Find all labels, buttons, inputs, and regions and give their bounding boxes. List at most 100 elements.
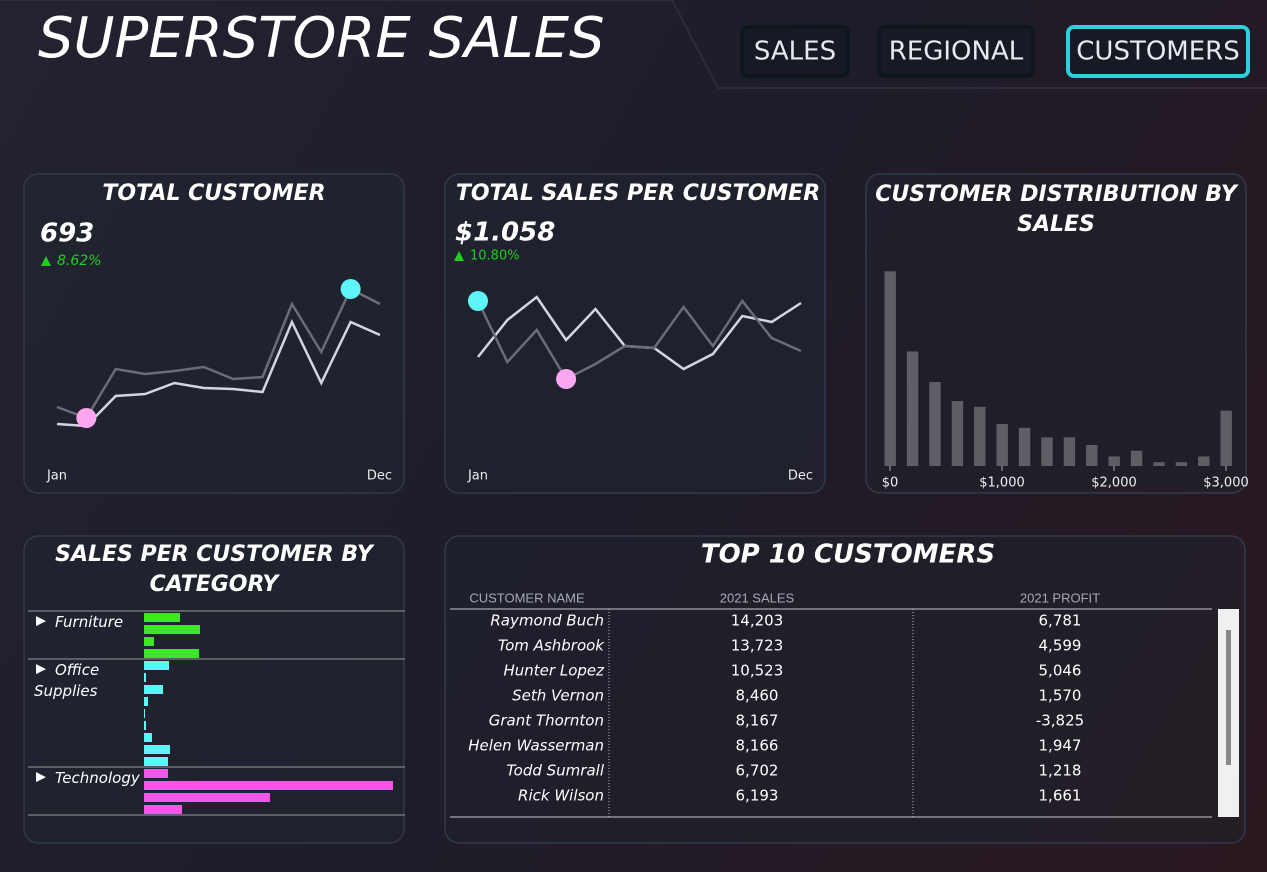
category-bar [144,625,200,634]
cards [23,173,1247,844]
min-marker [556,369,577,389]
series-line [476,298,802,381]
histogram-bar [1108,456,1120,466]
table-cell: 1,218 [1039,762,1082,780]
table-cell: Helen Wasserman [468,737,604,755]
header-edge [0,0,1267,89]
table-cell: 4,599 [1039,637,1082,655]
category-bar [144,613,180,622]
kpi-change: 10.80% [470,249,520,264]
category-bar [144,757,168,766]
histogram-bar [929,382,941,466]
histogram-bar [1018,427,1031,466]
kpi-value: $1.058 [455,218,555,248]
table-cell: 8,460 [736,687,779,705]
category-bar [144,673,146,682]
table-cell: 5,046 [1039,662,1082,680]
series-line [56,318,381,428]
category-bar [144,685,163,694]
category-bar [144,649,199,658]
nav-button[interactable] [1066,25,1250,78]
category-bar [144,793,270,802]
nav-button[interactable] [740,25,850,78]
histogram-bar [906,351,919,466]
card [23,173,405,494]
max-marker [468,291,488,311]
nav-label[interactable]: CUSTOMERS [1076,37,1239,67]
group-label: Technology [55,769,140,787]
table-cell: Todd Sumrall [506,762,604,780]
histogram-bar [1198,456,1210,466]
category-bar [144,781,393,790]
category-bar [144,745,170,754]
card-title: TOP 10 CUSTOMERS [701,540,995,570]
x-tick-label: $3,000 [1203,476,1249,491]
max-marker [340,279,361,299]
histogram-bar [996,424,1008,466]
nav-label[interactable]: REGIONAL [889,37,1024,67]
x-tick-label: Dec [367,469,392,484]
category-bar [144,661,169,670]
histogram-bar [884,271,896,466]
nav-label[interactable]: SALES [754,37,836,67]
table-decor [450,608,1239,818]
min-marker [76,408,97,428]
scroll-thumb[interactable] [1226,630,1231,765]
histogram-bar [974,406,986,466]
category-bar [144,721,146,730]
histogram-bar [951,401,964,466]
table-cell: Seth Vernon [512,687,604,705]
card [444,535,1246,844]
x-tick-label: $1,000 [979,476,1025,491]
x-tick-label: Dec [788,469,813,484]
card-title: CUSTOMER DISTRIBUTION BY SALES [875,182,1237,237]
histogram-bar [1220,410,1232,466]
kpi-change: 8.62% [57,253,101,269]
group-label: Furniture [55,613,124,631]
page-title: SUPERSTORE SALES [38,6,605,71]
card [23,535,405,844]
table-cell: 14,203 [731,612,784,630]
table-cell: Raymond Buch [490,612,604,630]
kpi-value: 693 [40,219,94,249]
x-tick-label: Jan [46,469,67,484]
histogram-bar [1086,445,1098,466]
table-cell: 10,523 [731,662,784,680]
table-cell: 6,193 [736,787,779,805]
category-bar [144,637,154,646]
table-cell: 8,166 [736,737,779,755]
category-bar [144,733,152,742]
table-cell: -3,825 [1036,712,1084,730]
nav-button[interactable] [877,25,1035,78]
x-tick-label: $2,000 [1091,476,1137,491]
table-cell: 1,570 [1039,687,1082,705]
category-bar [144,769,168,778]
category-bar [144,805,182,814]
column-header: 2021 SALES [720,590,795,605]
card-title: SALES PER CUSTOMER BY CATEGORY [55,542,373,597]
category-bar [144,709,145,718]
table-cell: 13,723 [731,637,784,655]
histogram-bar [1063,437,1076,466]
table-cell: 1,661 [1039,787,1082,805]
category-bar [144,697,148,706]
group-arrow: ▶ [36,662,46,677]
group-arrow: ▶ [36,614,46,629]
table-cell: 6,781 [1039,612,1082,630]
table-cell: 8,167 [736,712,779,730]
histogram-bar [1175,462,1188,466]
table-cell: 1,947 [1039,737,1082,755]
table-cell: Hunter Lopez [504,662,606,680]
column-header: 2021 PROFIT [1020,590,1100,605]
group-label: Office Supplies [34,661,100,700]
table-cell: 6,702 [736,762,779,780]
group-arrow: ▶ [36,770,46,785]
histogram-bar [1041,437,1053,466]
column-header: CUSTOMER NAME [469,590,585,605]
table-cell: Tom Ashbrook [498,637,605,655]
x-tick-label: $0 [882,476,899,491]
up-arrow [41,256,51,266]
histogram-bar [1130,450,1143,466]
